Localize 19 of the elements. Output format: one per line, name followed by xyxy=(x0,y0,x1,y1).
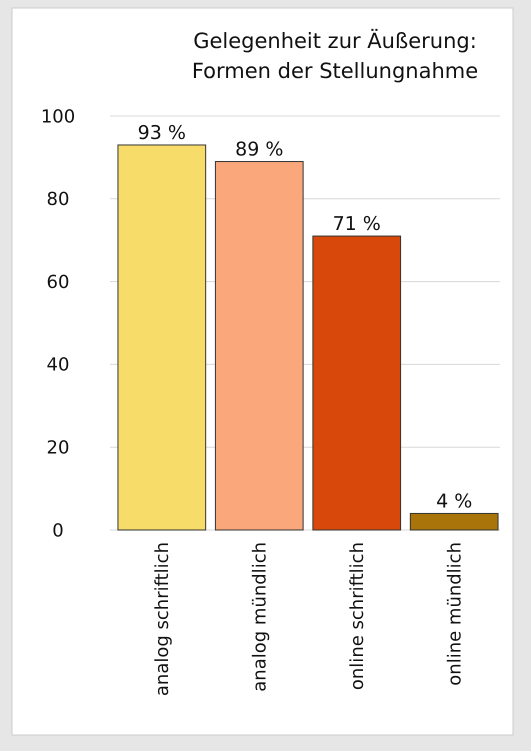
bar xyxy=(312,236,402,530)
chart-title: Gelegenheit zur Äußerung: Formen der Stellungnahme xyxy=(192,28,478,83)
data-label: 89 % xyxy=(235,138,284,161)
data-label: 71 % xyxy=(332,213,381,236)
y-tick-label: 100 xyxy=(40,106,76,128)
bar xyxy=(410,512,499,530)
x-tick-label: online schriftlich xyxy=(347,542,368,690)
y-tick-label: 60 xyxy=(46,272,70,293)
data-label: 93 % xyxy=(138,122,186,144)
y-tick-label: 80 xyxy=(46,189,70,210)
x-tick-label: analog mündlich xyxy=(250,542,271,692)
y-tick-label: 40 xyxy=(46,354,70,376)
x-tick-label: online mündlich xyxy=(444,542,466,686)
y-tick-label: 0 xyxy=(52,520,64,542)
bar xyxy=(214,161,304,530)
data-label: 4 % xyxy=(436,490,472,512)
y-tick-label: 20 xyxy=(46,438,70,458)
x-tick-label: analog schriftlich xyxy=(152,542,174,696)
bar xyxy=(117,144,206,530)
